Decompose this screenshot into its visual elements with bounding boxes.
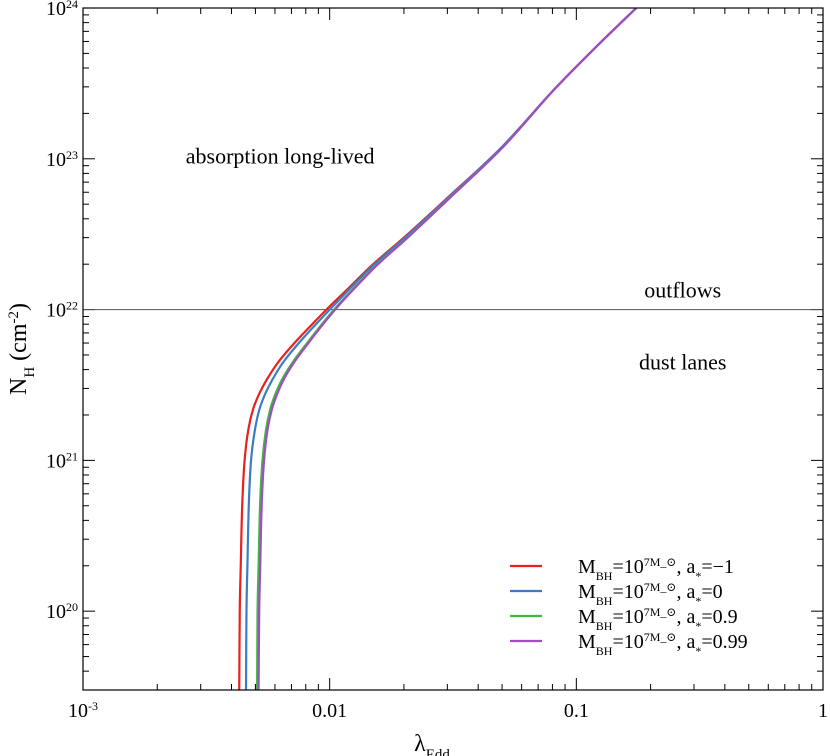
x-tick-label: 1 xyxy=(818,700,828,722)
legend-entry: MBH=107M_⊙, a*=0.9 xyxy=(578,605,738,633)
x-tick-label: 0.1 xyxy=(564,700,589,722)
y-axis-label: NH (cm-2) xyxy=(6,303,38,395)
series-line-1 xyxy=(238,8,638,690)
region-annotation: dust lanes xyxy=(639,350,726,375)
y-tick-label: 1022 xyxy=(46,299,78,322)
y-tick-label: 1021 xyxy=(46,449,78,472)
series-line-4 xyxy=(257,8,638,690)
x-tick-label: 0.01 xyxy=(312,700,347,722)
x-tick-label: 10-3 xyxy=(68,699,98,722)
y-tick-label: 1023 xyxy=(46,148,78,171)
region-annotation: outflows xyxy=(644,278,721,303)
y-tick-label: 1020 xyxy=(46,600,78,623)
x-axis-label: λEdd xyxy=(414,731,450,756)
y-tick-labels: 1020 1021 1022 1023 1024 xyxy=(46,0,78,623)
x-tick-labels: 10-3 0.01 0.1 1 xyxy=(68,699,828,722)
plot-frame xyxy=(82,7,824,691)
y-tick-label: 1024 xyxy=(46,0,78,20)
legend-entry: MBH=107M_⊙, a*=−1 xyxy=(578,555,734,583)
legend-entry: MBH=107M_⊙, a*=0 xyxy=(578,580,723,608)
region-annotation: absorption long-lived xyxy=(186,144,375,169)
annotation-layer: absorption long-lived outflows dust lanes xyxy=(186,144,727,375)
legend-entry: MBH=107M_⊙, a*=0.99 xyxy=(578,630,748,658)
series-layer xyxy=(238,8,638,690)
